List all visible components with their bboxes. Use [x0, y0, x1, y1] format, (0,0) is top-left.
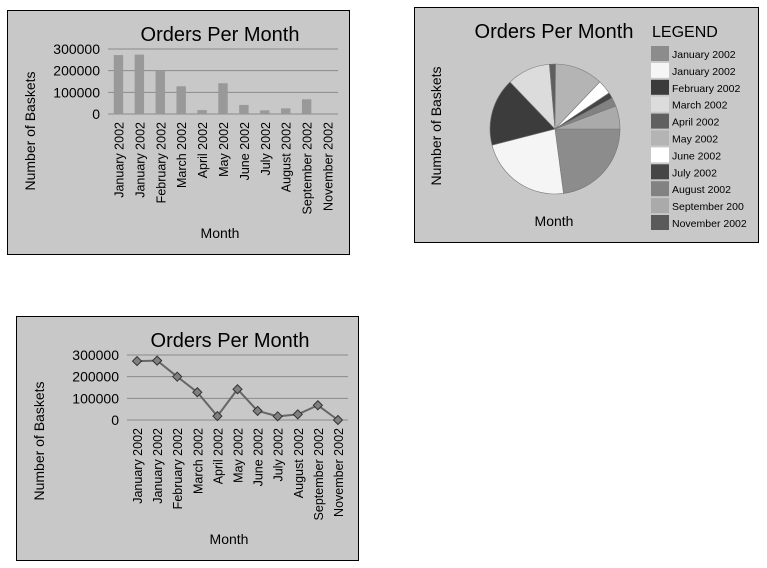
bar-chart-x-axis-label: Month: [201, 225, 240, 241]
data-point: [272, 411, 283, 422]
legend-label: February 2002: [672, 83, 740, 95]
legend-label: January 2002: [672, 66, 736, 78]
legend-label: July 2002: [672, 167, 717, 179]
line-x-tick-label: September 2002: [312, 428, 326, 520]
bar-x-tick-label: August 2002: [280, 122, 294, 192]
line-x-tick-label: May 2002: [232, 428, 246, 483]
line-y-tick-label: 0: [111, 412, 119, 428]
legend-swatch: [651, 113, 669, 129]
legend-label: August 2002: [672, 184, 731, 196]
line-chart-y-axis-label: Number of Baskets: [31, 381, 47, 500]
line-x-tick-label: June 2002: [252, 428, 266, 486]
line-x-tick-label: July 2002: [272, 428, 286, 482]
bar-chart-title: Orders Per Month: [141, 24, 300, 46]
line-x-tick-label: February 2002: [171, 428, 185, 509]
bar-x-tick-label: June 2002: [238, 122, 252, 180]
bar: [239, 104, 249, 114]
line-y-tick-label: 100000: [72, 390, 119, 406]
data-point: [312, 400, 324, 411]
bar-x-tick-label: February 2002: [154, 122, 168, 203]
line-chart-panel: Orders Per Month Number of Baskets Month…: [16, 316, 359, 561]
line-x-tick-label: March 2002: [191, 428, 205, 494]
bar-y-tick-label: 100000: [53, 84, 100, 100]
bar-chart-y-axis-label: Number of Baskets: [22, 71, 38, 190]
legend-swatch: [651, 62, 669, 78]
legend-swatch: [651, 130, 669, 146]
bar: [301, 99, 312, 114]
pie-slice: [489, 81, 556, 146]
bar: [176, 86, 186, 114]
data-point: [252, 405, 263, 417]
pie-slice: [554, 105, 621, 130]
line-x-tick-label: April 2002: [211, 428, 225, 484]
legend-swatch: [651, 215, 669, 230]
data-point: [232, 384, 243, 395]
legend-swatch: [651, 181, 669, 197]
data-point: [332, 414, 344, 426]
bar-x-tick-label: September 2002: [301, 122, 315, 214]
bar: [155, 70, 165, 114]
bar: [134, 54, 145, 114]
line-y-tick-label: 200000: [72, 369, 119, 385]
legend-swatch: [651, 46, 669, 61]
bar-x-tick-label: March 2002: [175, 122, 189, 188]
line-chart-x-axis-label: Month: [210, 531, 249, 547]
bar-y-tick-label: 200000: [53, 63, 100, 79]
bar-x-tick-label: November 2002: [322, 122, 336, 211]
bar: [260, 110, 270, 114]
bar-x-tick-label: January 2002: [133, 122, 147, 198]
pie-legend-title: LEGEND: [652, 24, 718, 41]
legend-swatch: [651, 79, 669, 95]
data-point: [292, 409, 303, 420]
bar-x-tick-label: January 2002: [112, 122, 126, 198]
pie-slice: [491, 128, 564, 195]
legend-label: November 2002: [672, 218, 747, 230]
bar-chart: Orders Per Month Number of Baskets Month…: [22, 24, 338, 241]
line-x-tick-label: November 2002: [332, 428, 346, 517]
data-point: [131, 355, 143, 367]
data-point: [212, 410, 223, 422]
bar: [197, 110, 207, 114]
bar-x-tick-label: April 2002: [196, 122, 210, 178]
legend-label: June 2002: [672, 150, 721, 162]
bar-chart-panel: Orders Per Month Number of Baskets Month…: [7, 10, 350, 255]
bar: [281, 108, 291, 114]
legend-swatch: [651, 96, 669, 112]
pie-chart: Orders Per Month Number of Baskets Month…: [428, 21, 747, 230]
line-chart-title: Orders Per Month: [151, 330, 310, 352]
bar: [218, 83, 228, 114]
pie-chart-panel: Orders Per Month Number of Baskets Month…: [414, 7, 759, 243]
data-point: [192, 387, 203, 398]
line-y-tick-label: 300000: [72, 347, 119, 363]
pie-chart-x-axis-label: Month: [535, 213, 574, 229]
legend-label: January 2002: [672, 49, 736, 61]
legend-label: May 2002: [672, 134, 718, 146]
bar-x-tick-label: May 2002: [217, 122, 231, 177]
pie-chart-title: Orders Per Month: [475, 21, 634, 43]
legend-swatch: [651, 164, 669, 180]
legend-swatch: [651, 147, 669, 163]
bar-y-tick-label: 0: [92, 106, 100, 122]
line-x-tick-label: August 2002: [292, 428, 306, 498]
pie-slice: [554, 128, 621, 194]
data-point: [151, 355, 163, 366]
pie-chart-y-axis-label: Number of Baskets: [428, 66, 444, 185]
line-chart: Orders Per Month Number of Baskets Month…: [31, 330, 348, 547]
bar-x-tick-label: July 2002: [259, 122, 273, 176]
legend-swatch: [651, 198, 669, 214]
line-x-tick-label: January 2002: [151, 428, 165, 504]
legend-label: September 200: [672, 201, 744, 213]
legend-label: April 2002: [672, 117, 719, 129]
bar: [113, 55, 124, 114]
bar-y-tick-label: 300000: [53, 41, 100, 57]
legend-label: March 2002: [672, 100, 728, 112]
line-x-tick-label: January 2002: [131, 428, 145, 504]
data-point: [172, 371, 183, 382]
